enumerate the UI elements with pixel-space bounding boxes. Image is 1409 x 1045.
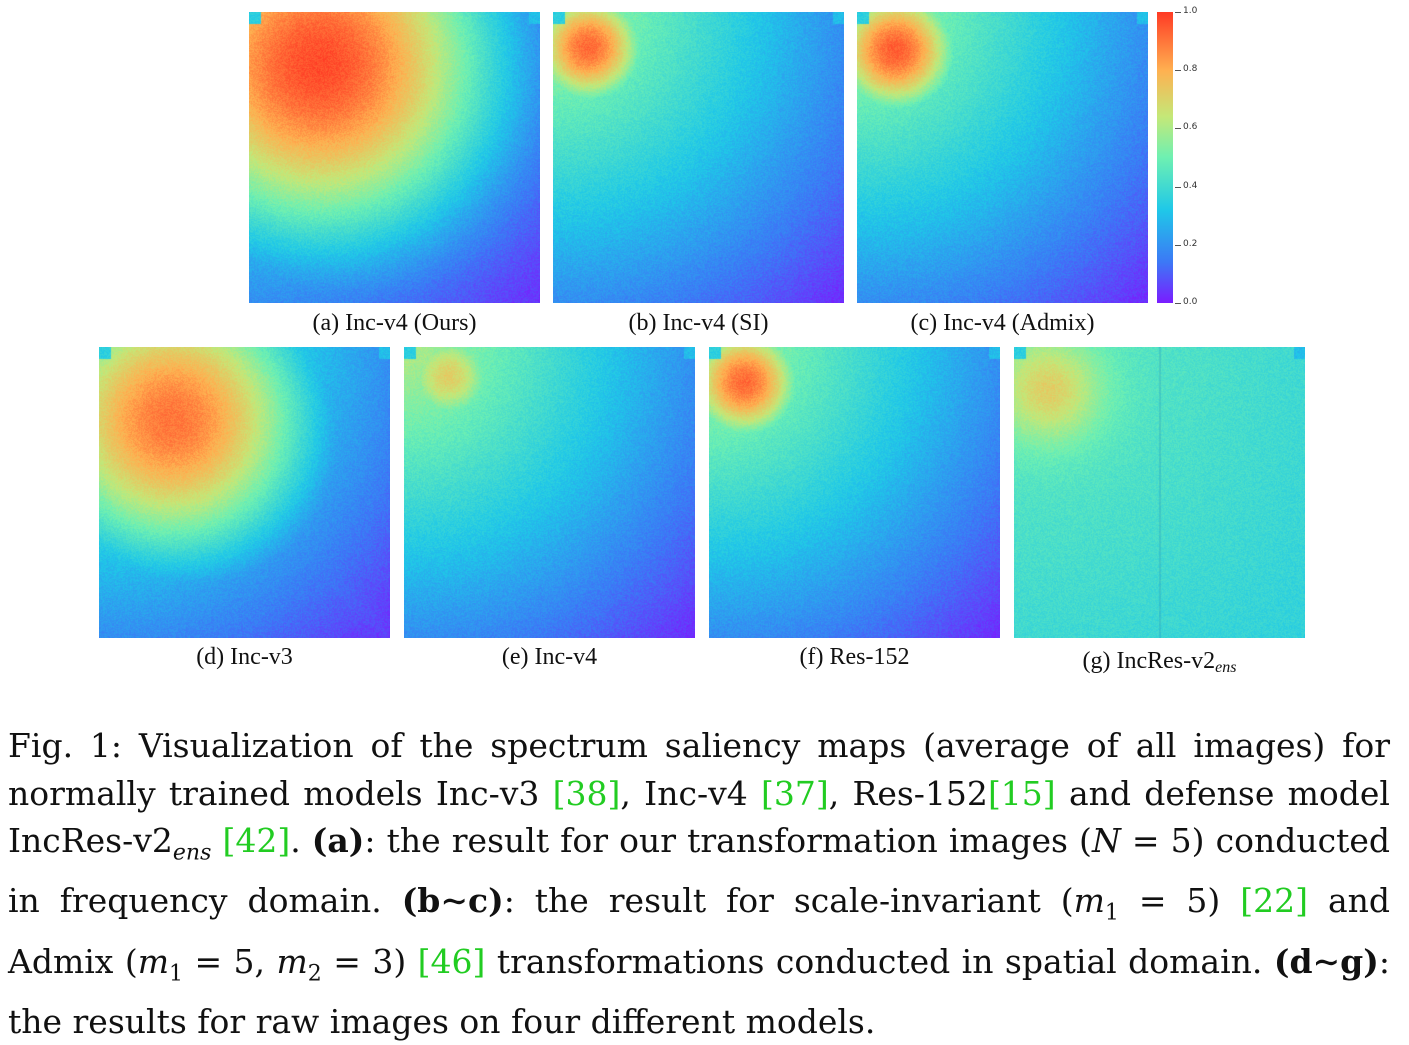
colorbar-tick-mark bbox=[1175, 244, 1181, 246]
citation-link[interactable]: [22] bbox=[1240, 881, 1308, 921]
label-d: (d) Inc-v3 bbox=[196, 644, 293, 670]
saliency-map-g bbox=[1014, 347, 1305, 638]
saliency-map-a bbox=[249, 12, 540, 303]
saliency-map-d bbox=[99, 347, 390, 638]
colorbar-tick-mark bbox=[1175, 128, 1181, 130]
colorbar-tick-label: 0.6 bbox=[1183, 122, 1198, 133]
label-c: (c) Inc-v4 (Admix) bbox=[910, 310, 1095, 336]
colorbar-tick-mark bbox=[1175, 12, 1181, 13]
citation-link[interactable]: [15] bbox=[987, 773, 1056, 813]
figure-caption: Fig. 1: Visualization of the spectrum sa… bbox=[8, 726, 1391, 1041]
citation-link[interactable]: [38] bbox=[552, 773, 621, 813]
citation-link[interactable]: [46] bbox=[417, 941, 486, 981]
label-b: (b) Inc-v4 (SI) bbox=[628, 310, 769, 336]
label-g: (g) IncRes-v2ens bbox=[1082, 648, 1237, 676]
colorbar-tick-mark bbox=[1175, 70, 1181, 72]
saliency-map-e bbox=[404, 347, 695, 638]
label-a: (a) Inc-v4 (Ours) bbox=[312, 310, 477, 336]
citation-link[interactable]: [42] bbox=[222, 821, 291, 861]
colorbar-tick-label: 0.0 bbox=[1183, 297, 1198, 307]
colorbar-tick-label: 0.8 bbox=[1183, 64, 1198, 75]
colorbar-tick-label: 1.0 bbox=[1183, 6, 1198, 16]
saliency-map-f bbox=[709, 347, 1000, 638]
colorbar-tick-label: 0.4 bbox=[1183, 180, 1198, 191]
colorbar bbox=[1157, 12, 1173, 303]
colorbar-tick-mark bbox=[1175, 303, 1181, 304]
caption-fig-label: Fig. 1: bbox=[8, 726, 123, 765]
citation-link[interactable]: [37] bbox=[760, 773, 829, 813]
colorbar-tick-label: 0.2 bbox=[1183, 238, 1198, 249]
saliency-map-b bbox=[553, 12, 844, 303]
colorbar-tick-mark bbox=[1175, 186, 1181, 188]
saliency-map-c bbox=[857, 12, 1148, 303]
label-e: (e) Inc-v4 bbox=[501, 644, 598, 670]
label-f: (f) Res-152 bbox=[799, 644, 910, 670]
